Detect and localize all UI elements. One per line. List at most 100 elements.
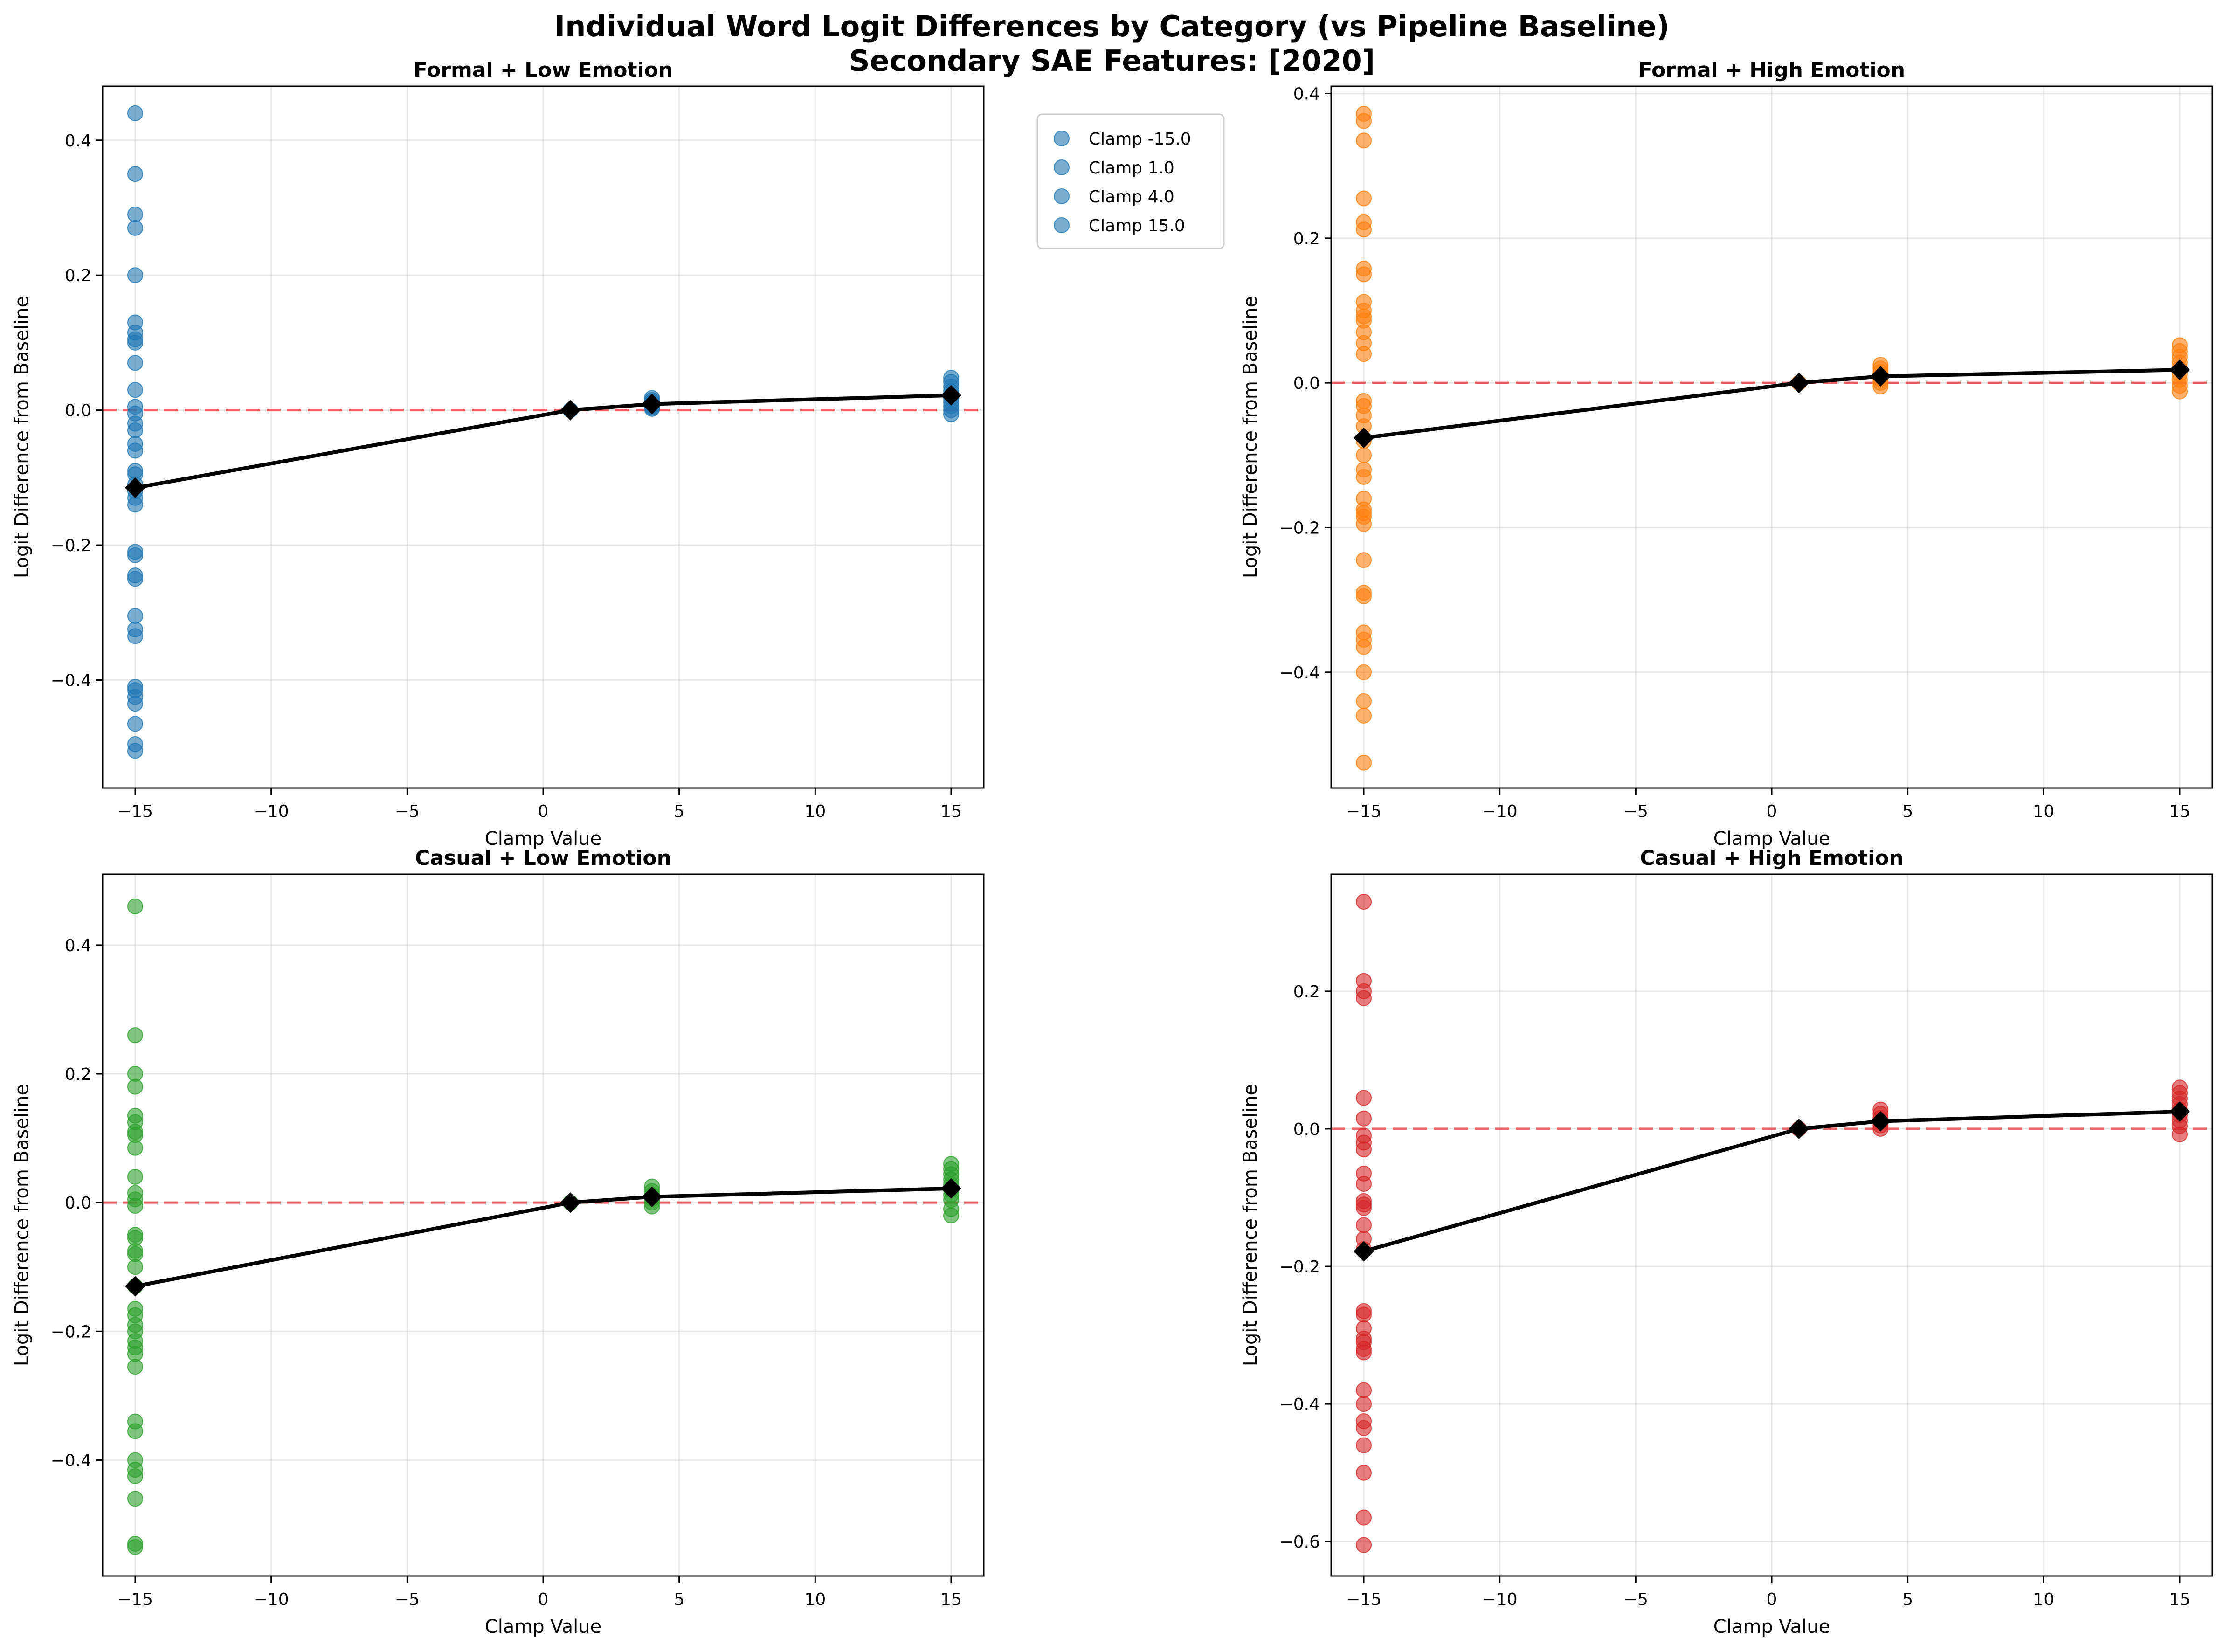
chart1-legend-marker-0: [1054, 131, 1070, 146]
chart1-legend-label-3: Clamp 15.0: [1089, 216, 1185, 235]
chart4-point-0-10: [1356, 1175, 1372, 1192]
chart4-xtick-label-1: −10: [1482, 1590, 1518, 1609]
chart2-mean-marker-0: [1354, 428, 1374, 449]
chart4-point-0-14: [1356, 1217, 1372, 1233]
chart3-ytick-label-1: −0.2: [51, 1322, 91, 1341]
chart4-xtick-label-4: 5: [1902, 1590, 1913, 1609]
chart4-ytick-label-4: 0.2: [1293, 982, 1320, 1002]
chart4-xtick-label-2: −5: [1623, 1590, 1648, 1609]
chart1-legend-marker-1: [1054, 159, 1070, 175]
chart2: −15 −10 −5 0 5 10 15 −0.4 −0.2 0.0 0.2 0.4 Formal + …: [1240, 58, 2213, 850]
chart4-point-0-0: [1356, 894, 1372, 910]
chart1-xlabel: Clamp Value: [485, 828, 601, 850]
chart4-xtick-label-0: −15: [1346, 1590, 1381, 1609]
chart1-xtick-label-6: 15: [940, 802, 962, 821]
chart1-mean-line: [135, 393, 952, 490]
chart3-point-0-3: [127, 1078, 143, 1095]
chart1-xtick-label-1: −10: [254, 802, 289, 821]
chart1-ytick-label-3: 0.2: [65, 266, 91, 285]
chart3-point-0-12: [127, 1198, 143, 1214]
chart3-xlabel: Clamp Value: [485, 1616, 601, 1638]
chart3-xtick-label-4: 5: [674, 1590, 684, 1609]
chart1-mean-marker-1: [560, 400, 581, 421]
chart4-point-0-23: [1356, 1344, 1372, 1361]
chart4-mean-marker-3: [2169, 1101, 2190, 1122]
chart2-ylabel: Logit Difference from Baseline: [1240, 296, 1261, 578]
chart1-point-0-8: [127, 334, 143, 351]
chart3-xtick-label-2: −5: [395, 1590, 420, 1609]
chart3-point-0-31: [127, 1468, 143, 1484]
chart1-mean-marker-3: [941, 385, 961, 406]
chart4-point-0-30: [1356, 1509, 1372, 1526]
chart2-xtick-label-4: 5: [1902, 802, 1913, 821]
chart3-mean-marker-3: [941, 1178, 961, 1199]
chart3-xtick-label-0: −15: [117, 1590, 153, 1609]
chart2-point-0-34: [1356, 664, 1372, 680]
chart1-legend: Clamp -15.0 Clamp 1.0 Clamp 4.0 Clamp 15.0: [1036, 113, 1225, 249]
chart2-point-0-33: [1356, 639, 1372, 655]
chart3-ylabel: Logit Difference from Baseline: [11, 1084, 33, 1366]
chart4-point-3-8: [2172, 1126, 2188, 1142]
chart1-ylabel: Logit Difference from Baseline: [11, 296, 33, 578]
chart4-mean-marker-0: [1354, 1241, 1374, 1262]
chart1-mean-marker-0: [125, 477, 145, 498]
chart3-title: Casual + Low Emotion: [415, 846, 671, 870]
chart2-point-0-27: [1356, 516, 1372, 532]
chart3-point-0-8: [127, 1140, 143, 1156]
chart1-point-0-3: [127, 220, 143, 236]
chart1-point-3-9: [943, 406, 959, 422]
chart1-point-0-36: [127, 743, 143, 759]
chart1-ytick-label-1: −0.2: [51, 536, 91, 555]
chart3-point-0-34: [127, 1539, 143, 1555]
chart2-point-0-7: [1356, 266, 1372, 283]
chart2-xtick-label-6: 15: [2169, 802, 2190, 821]
chart1-point-0-22: [127, 497, 143, 513]
chart1-xtick-label-0: −15: [117, 802, 153, 821]
chart4: −15 −10 −5 0 5 10 15 −0.6 −0.4 −0.2 0.0 0.2 Casual +…: [1240, 846, 2213, 1638]
chart4-ytick-label-3: 0.0: [1293, 1120, 1320, 1139]
chart1-xtick-label-2: −5: [395, 802, 420, 821]
chart1-point-0-0: [127, 105, 143, 121]
chart1-point-0-1: [127, 166, 143, 182]
chart2-point-0-14: [1356, 346, 1372, 362]
chart3-point-3-9: [943, 1207, 959, 1223]
chart4-xlabel: Clamp Value: [1713, 1616, 1830, 1638]
chart2-ytick-label-2: 0.0: [1293, 374, 1320, 393]
chart1-point-0-26: [127, 571, 143, 587]
chart4-point-0-5: [1356, 1110, 1372, 1127]
chart3-xtick-label-6: 15: [940, 1590, 962, 1609]
chart4-point-0-3: [1356, 990, 1372, 1006]
chart2-mean-marker-3: [2169, 359, 2190, 380]
chart1-legend-box: [1036, 113, 1225, 249]
chart2-xtick-label-2: −5: [1623, 802, 1648, 821]
chart4-point-0-24: [1356, 1382, 1372, 1398]
chart4-ytick-label-0: −0.6: [1279, 1533, 1320, 1552]
chart1-point-0-9: [127, 355, 143, 371]
chart4-xtick-label-6: 15: [2169, 1590, 2190, 1609]
chart3-point-0-9: [127, 1168, 143, 1185]
chart4-mean-marker-1: [1789, 1118, 1810, 1139]
chart3-point-0-32: [127, 1491, 143, 1507]
chart2-xlabel: Clamp Value: [1713, 828, 1830, 850]
chart4-point-0-8: [1356, 1141, 1372, 1158]
chart4-point-0-27: [1356, 1420, 1372, 1436]
chart1: −15 −10 −5 0 5 10 15 −0.4 −0.2 0.0 0.2 0.4 Formal + …: [11, 58, 985, 850]
chart1-point-0-16: [127, 442, 143, 459]
chart2-ytick-label-4: 0.4: [1293, 85, 1320, 104]
chart1-point-0-4: [127, 267, 143, 283]
chart2-xtick-label-1: −10: [1482, 802, 1518, 821]
chart2-point-0-35: [1356, 693, 1372, 709]
chart2-point-0-22: [1356, 469, 1372, 485]
chart2-point-0-20: [1356, 447, 1372, 463]
chart4-xtick-label-3: 0: [1767, 1590, 1777, 1609]
chart3-mean-line: [135, 1186, 952, 1288]
chart2-ytick-label-3: 0.2: [1293, 229, 1320, 249]
chart1-ytick-label-4: 0.4: [65, 131, 91, 151]
chart4-mean-line: [1363, 1110, 2180, 1253]
chart4-xtick-label-5: 10: [2033, 1590, 2054, 1609]
chart1-point-0-29: [127, 628, 143, 644]
chart3: −15 −10 −5 0 5 10 15 −0.4 −0.2 0.0 0.2 0.4 Casual + …: [11, 846, 985, 1638]
chart3-point-0-17: [127, 1259, 143, 1275]
chart2-point-0-36: [1356, 707, 1372, 724]
